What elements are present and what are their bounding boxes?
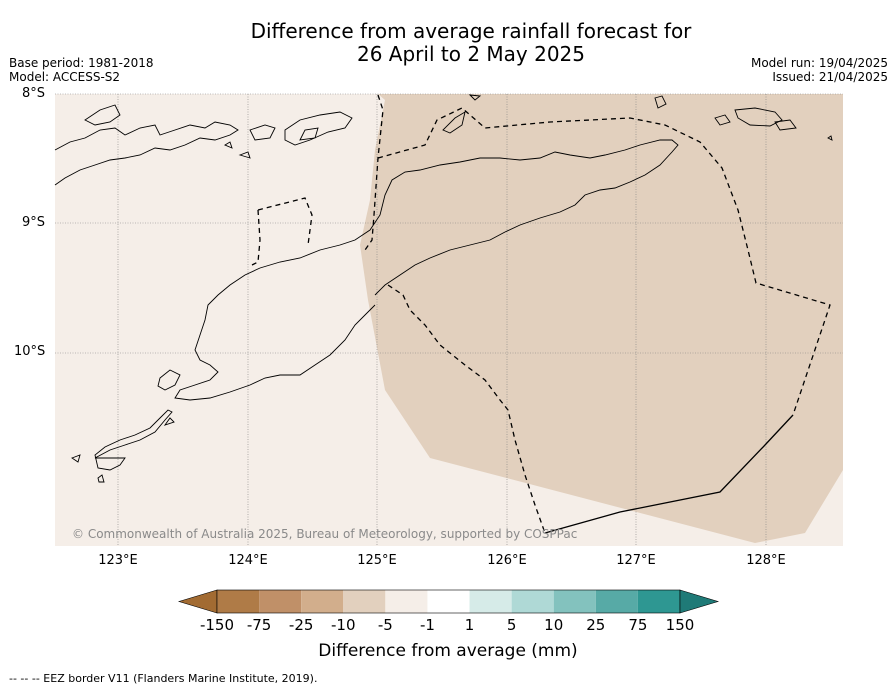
colorbar-segment <box>595 590 638 613</box>
territorial-boundary <box>544 414 794 534</box>
colorbar-tick-label: 25 <box>586 616 606 634</box>
colorbar-tick-label: -5 <box>377 616 393 634</box>
lon-label-124e: 124°E <box>228 553 268 568</box>
colorbar-tick-label: -150 <box>199 616 235 634</box>
colorbar <box>177 589 720 614</box>
colorbar-segment <box>637 590 680 613</box>
lat-label-9s: 9°S <box>22 215 46 230</box>
lon-label-128e: 128°E <box>746 553 786 568</box>
lon-label-123e: 123°E <box>98 553 138 568</box>
colorbar-tick-label: -1 <box>419 616 435 634</box>
colorbar-segment <box>217 590 260 613</box>
model-text: Model: ACCESS-S2 <box>9 70 121 84</box>
colorbar-title: Difference from average (mm) <box>318 641 578 661</box>
colorbar-segment <box>301 590 344 613</box>
colorbar-segment <box>385 590 428 613</box>
colorbar-tick-label: -75 <box>246 616 272 634</box>
colorbar-extend-low <box>177 589 218 614</box>
colorbar-segment <box>469 590 512 613</box>
dry-anomaly-region <box>360 94 843 543</box>
coastlines <box>54 94 833 483</box>
issued-text: Issued: 21/04/2025 <box>772 70 888 84</box>
title-line-1: Difference from average rainfall forecas… <box>250 19 692 43</box>
meta-left: Base period: 1981-2018 Model: ACCESS-S2 <box>9 56 154 84</box>
lon-label-126e: 126°E <box>487 553 527 568</box>
colorbar-segment <box>259 590 302 613</box>
lon-label-127e: 127°E <box>616 553 656 568</box>
colorbar-tick-label: 75 <box>628 616 648 634</box>
colorbar-segment <box>343 590 386 613</box>
lon-label-125e: 125°E <box>357 553 397 568</box>
colorbar-segment <box>427 590 470 613</box>
base-period-text: Base period: 1981-2018 <box>9 56 154 70</box>
model-run-text: Model run: 19/04/2025 <box>750 56 888 70</box>
colorbar-tick-label: -25 <box>288 616 314 634</box>
title-line-2: 26 April to 2 May 2025 <box>357 42 585 66</box>
map-title: Difference from average rainfall forecas… <box>0 20 896 66</box>
colorbar-tick-label: -10 <box>331 616 356 634</box>
lat-label-8s: 8°S <box>22 86 46 101</box>
colorbar-tick-label: 150 <box>665 616 695 634</box>
meta-right: Model run: 19/04/2025 Issued: 21/04/2025 <box>751 56 888 84</box>
colorbar-tick-label: 1 <box>464 616 475 634</box>
colorbar-segment <box>511 590 554 613</box>
copyright-credit: © Commonwealth of Australia 2025, Bureau… <box>72 527 578 541</box>
colorbar-tick-labels: -150 -75 -25 -10 -5 -1 1 5 10 25 75 150 <box>0 616 896 636</box>
colorbar-segment <box>553 590 596 613</box>
eez-legend-note: -- -- -- EEZ border V11 (Flanders Marine… <box>9 672 318 685</box>
colorbar-tick-label: 10 <box>544 616 564 634</box>
colorbar-tick-label: 5 <box>506 616 517 634</box>
colorbar-extend-high <box>679 589 720 614</box>
lat-label-10s: 10°S <box>14 344 46 359</box>
eez-borders <box>251 94 831 534</box>
